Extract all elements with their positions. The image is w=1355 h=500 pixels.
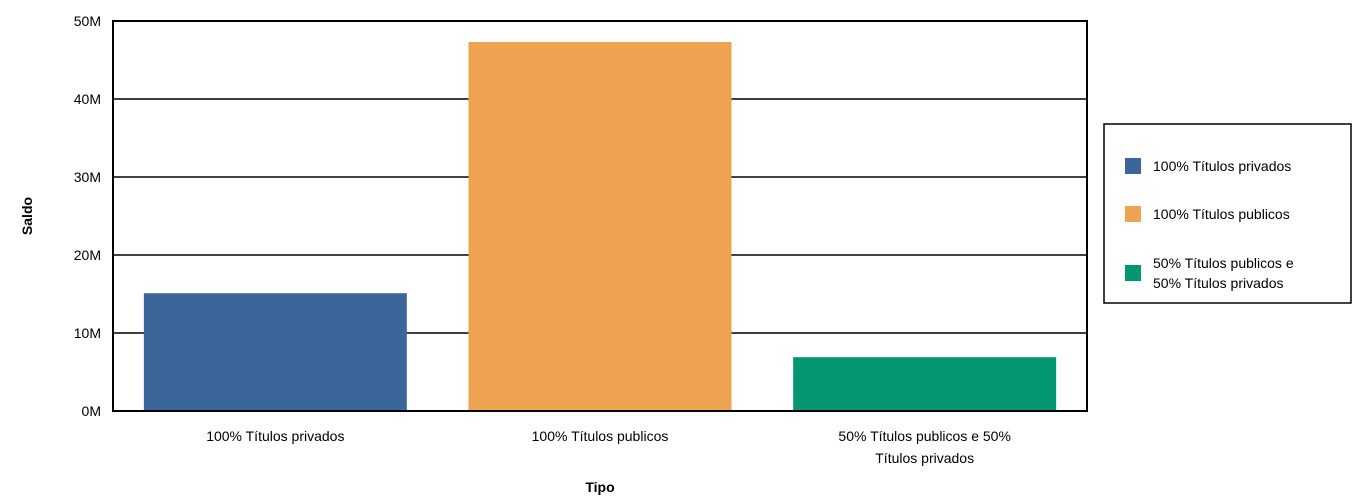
y-tick-label: 0M (82, 403, 101, 419)
bar (143, 293, 407, 411)
y-axis-title: Saldo (19, 197, 35, 235)
legend-label: 100% Títulos publicos (1153, 206, 1290, 222)
bar-layer (143, 42, 1057, 412)
y-tick-label: 50M (74, 13, 101, 29)
legend-frame (1103, 123, 1352, 304)
x-tick-label: 50% Títulos publicos e 50% (838, 428, 1011, 444)
y-tick-label: 20M (74, 247, 101, 263)
x-tick-labels: 100% Títulos privados 100% Títulos public… (206, 428, 1011, 466)
legend: 100% Títulos privados 100% Títulos public… (1103, 123, 1352, 304)
y-tick-label: 30M (74, 169, 101, 185)
plot-frame (112, 20, 1088, 412)
legend-swatch (1125, 206, 1141, 222)
legend-label: 100% Títulos privados (1153, 158, 1291, 174)
x-axis-title: Tipo (585, 479, 614, 495)
legend-swatch (1125, 265, 1141, 281)
y-tick-labels: 0M 10M 20M 30M 40M 50M (74, 13, 101, 419)
x-tick-label: 100% Títulos publicos (532, 428, 669, 444)
legend-label: 50% Títulos publicos e (1153, 255, 1294, 271)
x-tick-label: 100% Títulos privados (206, 428, 344, 444)
legend-swatch (1125, 158, 1141, 174)
x-tick-label: Títulos privados (875, 450, 974, 466)
y-tick-label: 40M (74, 91, 101, 107)
bar (793, 357, 1057, 411)
legend-label: 50% Títulos privados (1153, 275, 1283, 291)
y-tick-label: 10M (74, 325, 101, 341)
bar (468, 42, 732, 412)
